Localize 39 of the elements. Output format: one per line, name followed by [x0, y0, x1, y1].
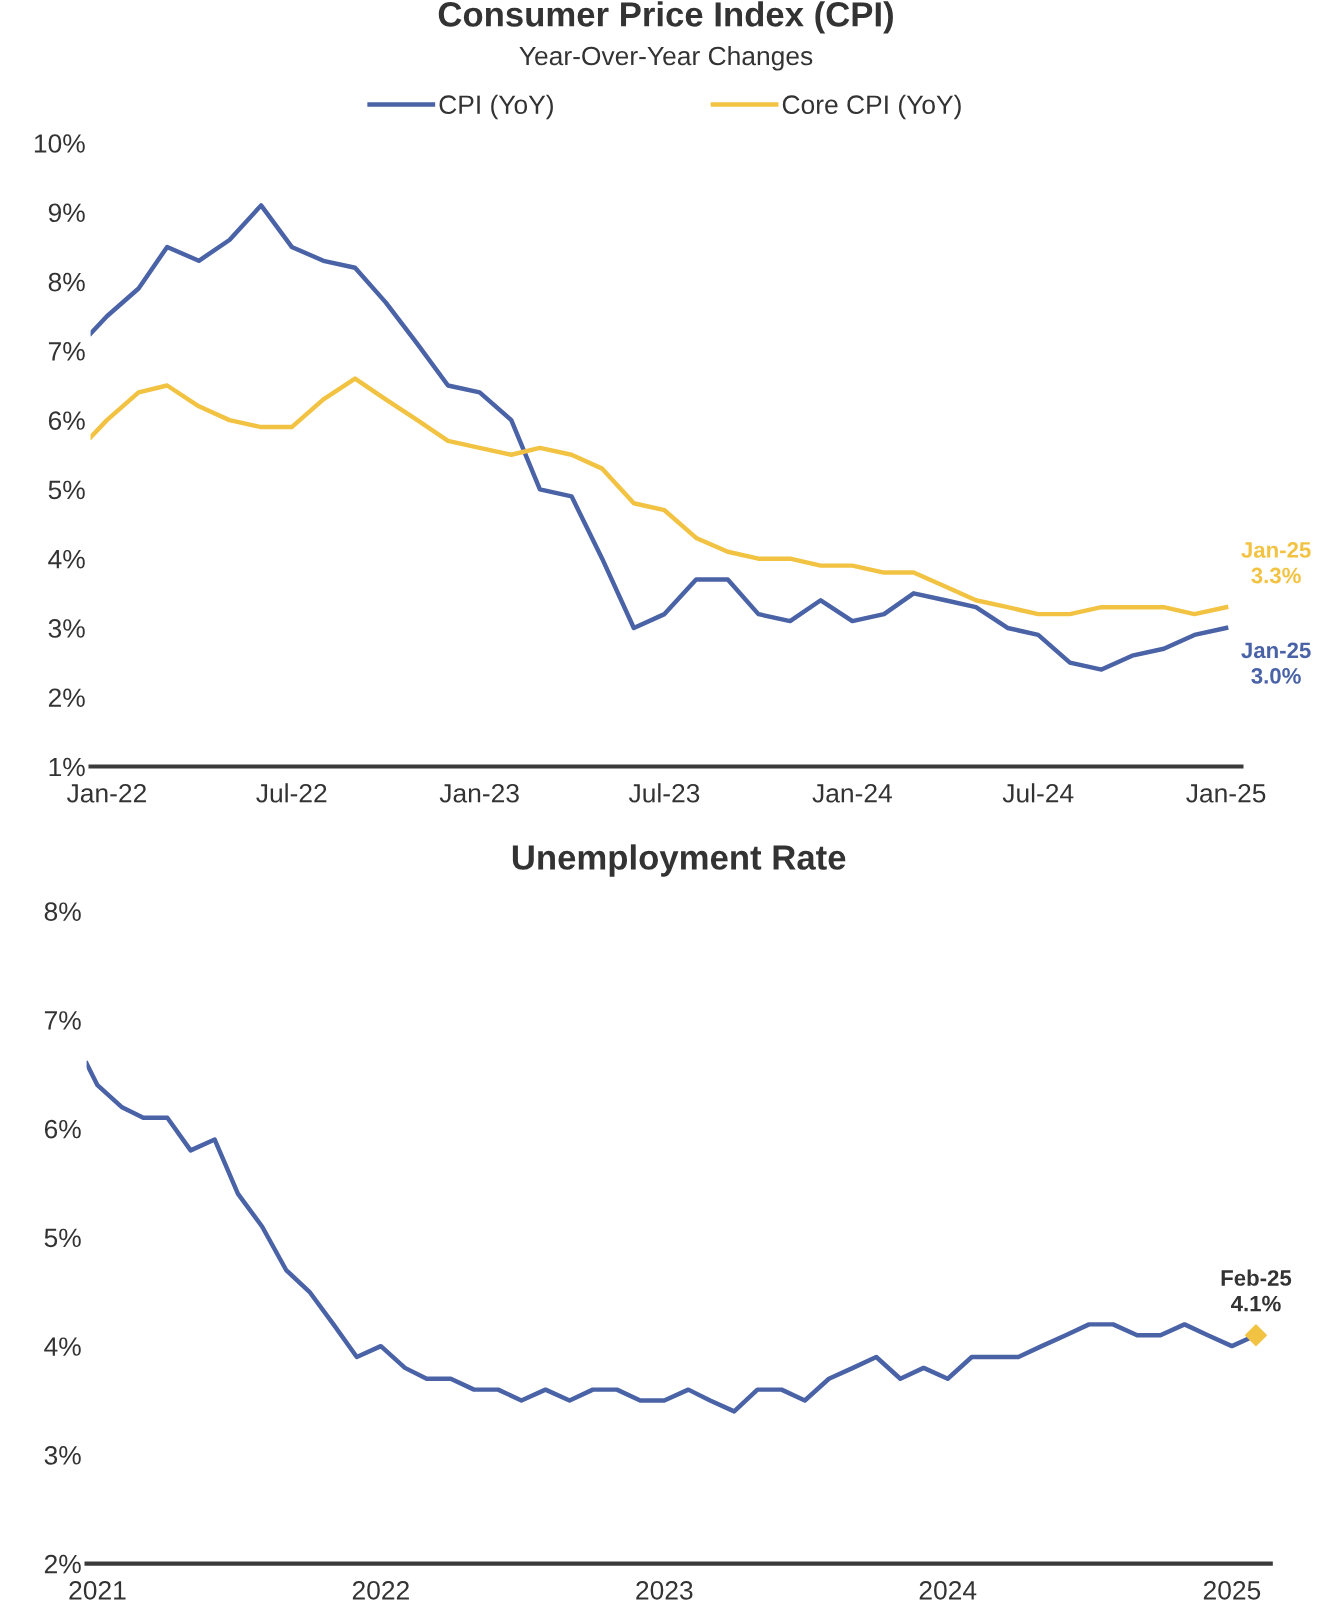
- y-tick-label: 4%: [48, 549, 85, 569]
- x-tick-label: Jul-24: [1002, 783, 1074, 803]
- chart-subtitle: Year-Over-Year Changes: [519, 45, 813, 71]
- x-tick-label: Jul-23: [628, 783, 700, 803]
- line-series: [90, 376, 1229, 617]
- y-tick-label: 6%: [48, 411, 85, 430]
- legend-label: Core CPI (YoY): [782, 94, 961, 120]
- y-tick-label: 9%: [48, 203, 85, 223]
- y-tick-label: 5%: [44, 1228, 81, 1248]
- x-tick-label: 2022: [352, 1580, 409, 1600]
- y-tick-label: 1%: [49, 757, 85, 777]
- x-tick-label: Jan-24: [812, 783, 892, 803]
- chart-title: Consumer Price Index (CPI): [438, 1, 893, 34]
- y-tick-label: 3%: [48, 619, 85, 638]
- y-tick-label: 4%: [44, 1337, 81, 1356]
- x-tick-label: 2021: [69, 1580, 126, 1600]
- legend-label: CPI (YoY): [439, 94, 553, 120]
- x-tick-label: Jan-22: [66, 783, 146, 803]
- y-tick-label: 3%: [44, 1446, 81, 1465]
- y-tick-label: 7%: [44, 1011, 81, 1030]
- annotation: Jan-25 3.3%: [1241, 542, 1311, 584]
- y-tick-label: 2%: [44, 1554, 81, 1574]
- y-tick-label: 8%: [48, 272, 85, 292]
- y-tick-label: 2%: [48, 688, 85, 707]
- y-tick-label: 7%: [48, 342, 85, 361]
- chart-title: Unemployment Rate: [512, 844, 846, 877]
- x-tick-label: 2024: [919, 1580, 977, 1600]
- annotation: Feb-25 4.1%: [1221, 1269, 1292, 1312]
- x-tick-label: 2025: [1203, 1580, 1261, 1600]
- x-tick-label: 2023: [636, 1580, 693, 1600]
- y-tick-label: 6%: [44, 1119, 81, 1139]
- x-tick-label: Jan-23: [439, 783, 519, 803]
- x-tick-label: Jan-25: [1186, 783, 1266, 803]
- y-tick-label: 8%: [44, 902, 81, 921]
- annotation: Jan-25 3.0%: [1241, 642, 1311, 684]
- line-series: [90, 203, 1229, 672]
- y-tick-label: 10%: [34, 134, 85, 153]
- y-tick-label: 5%: [48, 480, 85, 500]
- x-tick-label: Jul-22: [256, 783, 327, 803]
